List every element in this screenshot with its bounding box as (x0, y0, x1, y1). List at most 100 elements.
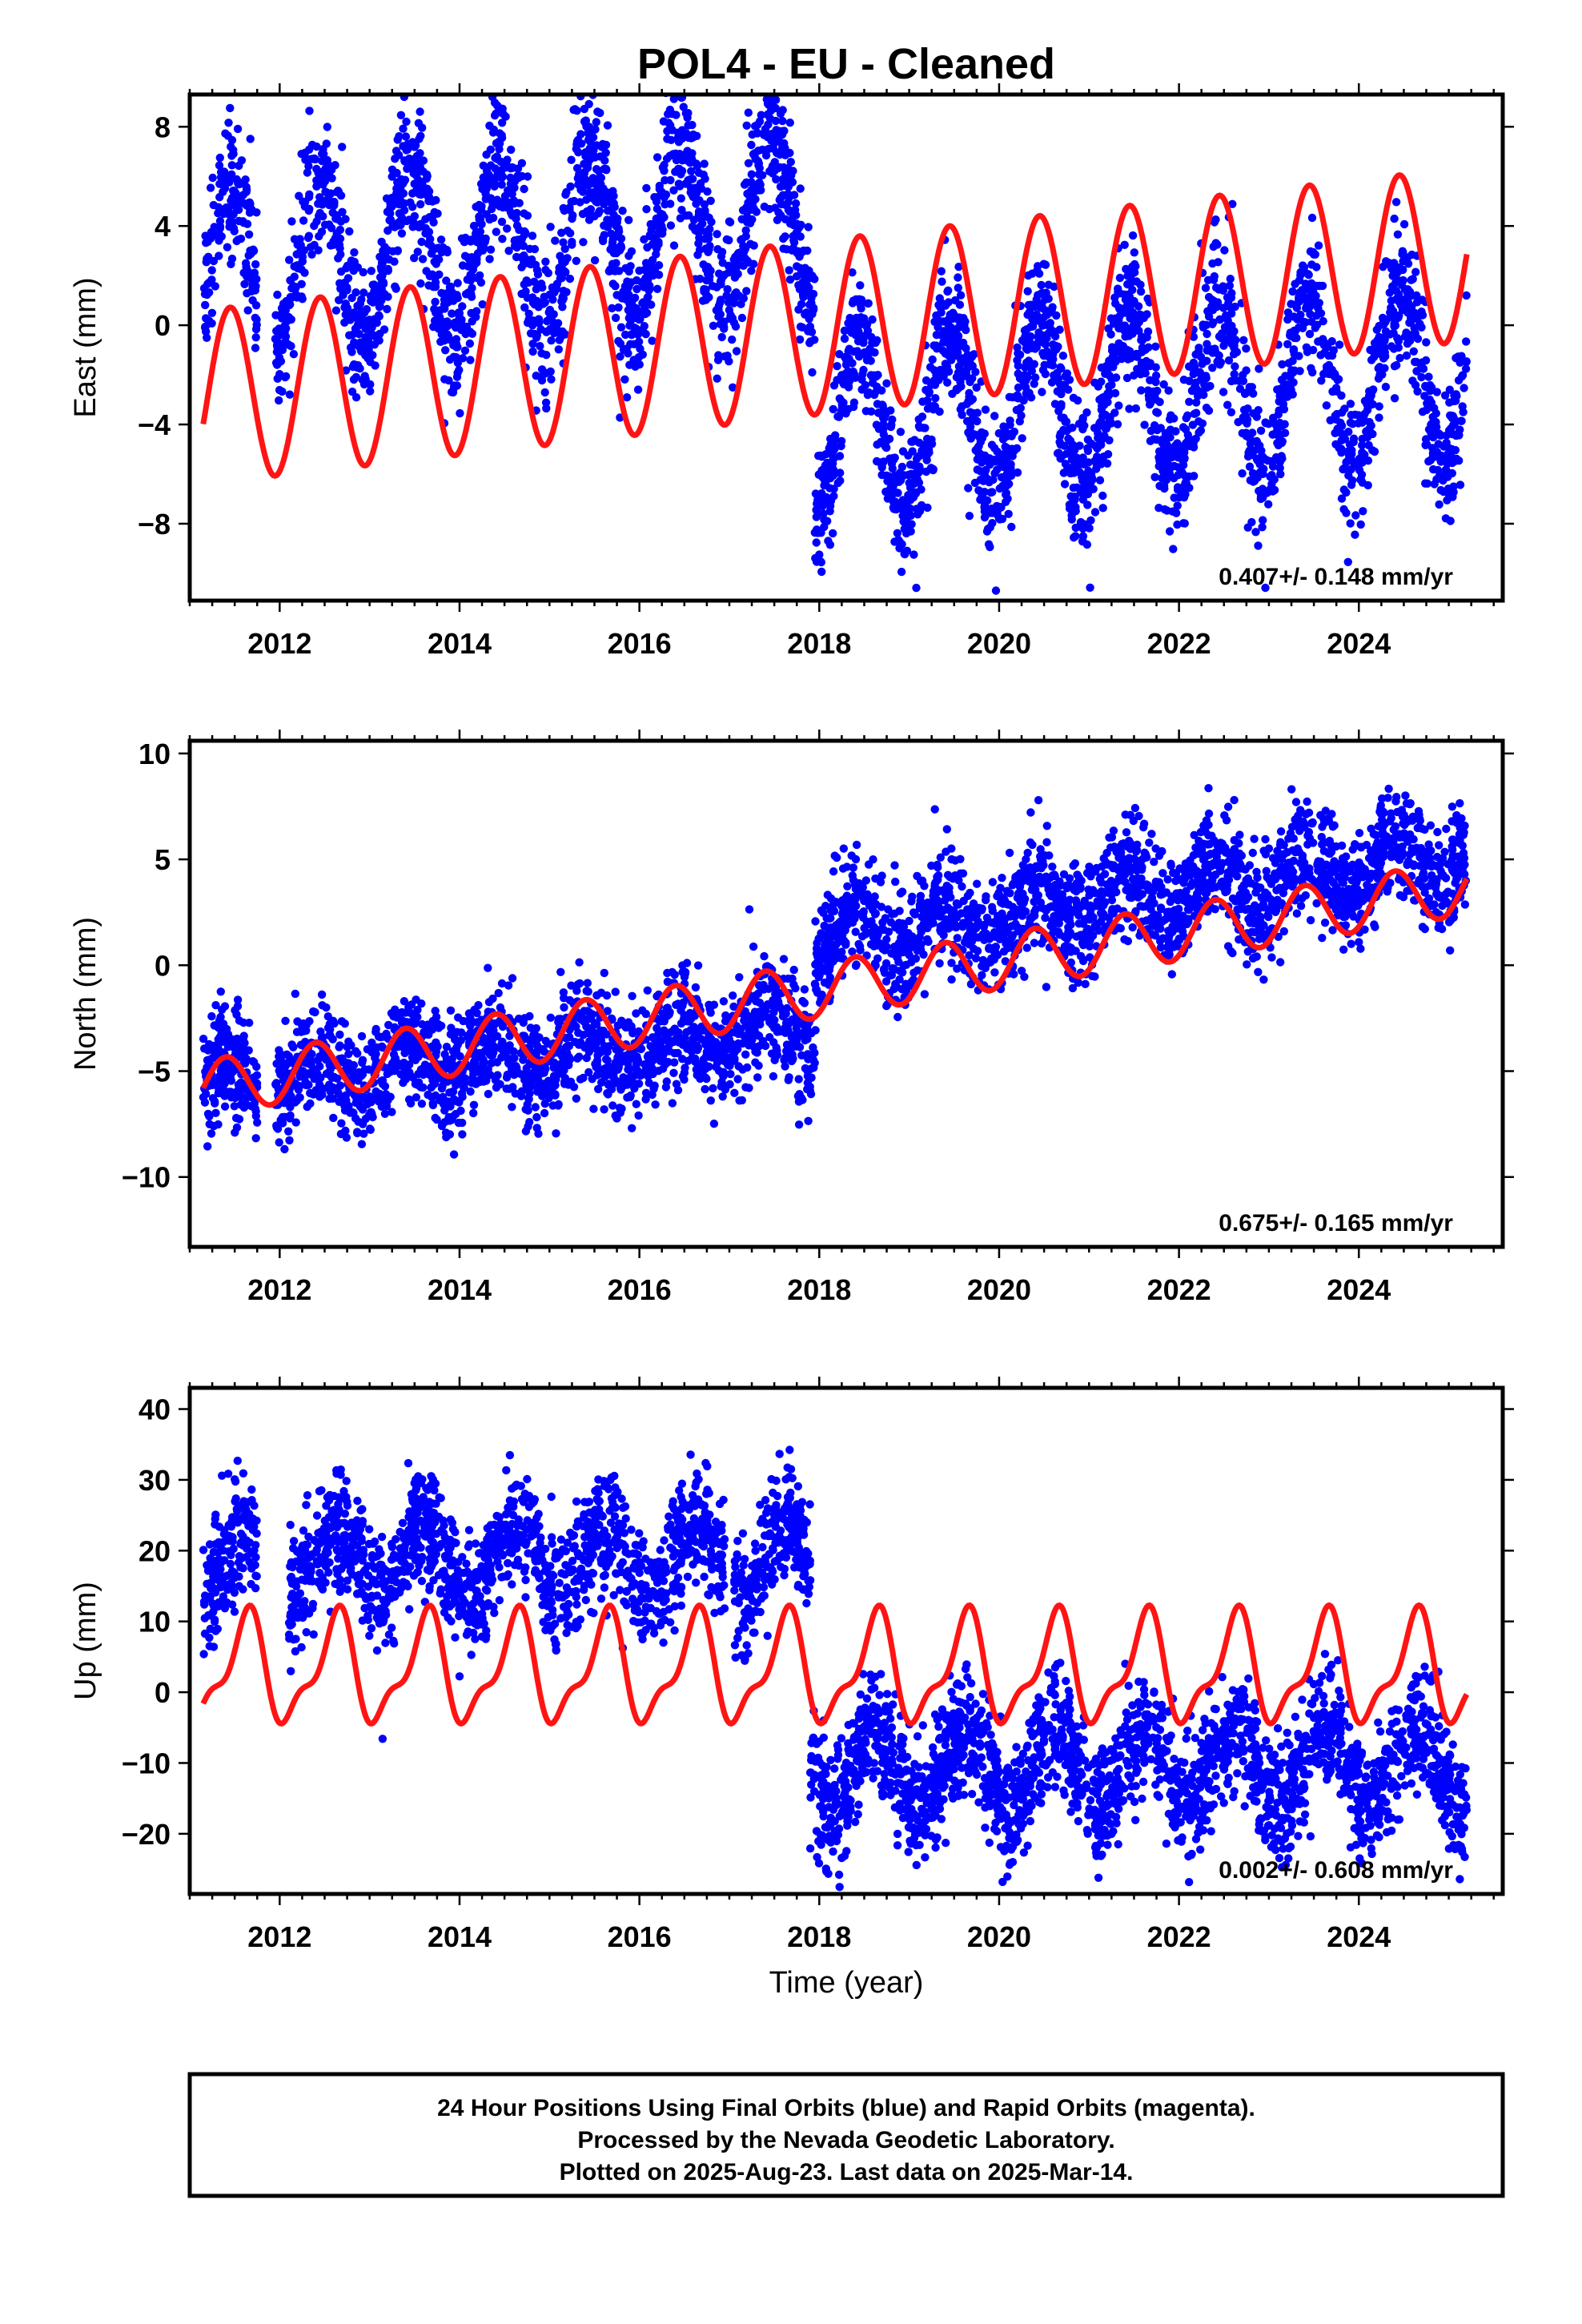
east-point (1289, 378, 1298, 387)
east-point (1254, 541, 1263, 550)
east-point (300, 268, 309, 277)
east-point (829, 485, 838, 493)
east-point (467, 308, 476, 318)
east-point (927, 404, 937, 413)
east-point (731, 289, 740, 298)
east-point (1105, 382, 1114, 391)
east-point (455, 365, 464, 375)
east-point (696, 275, 705, 283)
east-point (1343, 557, 1353, 566)
east-point (1225, 281, 1235, 290)
east-point (449, 383, 459, 392)
north-point (230, 1102, 239, 1111)
east-point (639, 328, 648, 336)
east-point (1058, 352, 1068, 360)
east-point (359, 267, 367, 277)
east-point (375, 329, 384, 338)
east-point (1245, 432, 1254, 440)
east-point (1407, 302, 1416, 311)
east-point (1314, 304, 1323, 313)
east-point (476, 278, 486, 287)
east-point (909, 550, 918, 559)
east-point (911, 489, 921, 498)
east-point (1105, 371, 1114, 380)
east-point (323, 188, 331, 197)
east-point (202, 314, 211, 323)
east-point (1255, 364, 1263, 373)
east-point (436, 235, 446, 244)
east-point (1174, 463, 1182, 472)
east-point (1302, 343, 1311, 352)
east-point (1012, 405, 1022, 415)
east-point (742, 121, 751, 130)
east-point (333, 215, 342, 223)
east-point (1288, 287, 1297, 296)
east-point (976, 437, 986, 446)
east-point (1128, 231, 1138, 240)
east-point (812, 505, 821, 514)
east-point (504, 247, 513, 255)
east-point (227, 161, 236, 170)
east-point (1159, 380, 1168, 389)
east-point (202, 327, 211, 336)
east-point (1168, 507, 1178, 516)
east-point (694, 239, 703, 248)
east-point (677, 194, 685, 203)
east-point (1389, 344, 1399, 353)
east-point (272, 348, 282, 356)
east-point (541, 257, 550, 266)
east-point (458, 302, 467, 311)
east-point (1001, 426, 1010, 435)
east-point (453, 279, 462, 287)
east-point (422, 267, 431, 275)
east-point (1015, 417, 1025, 426)
east-point (1208, 259, 1217, 268)
east-point (272, 340, 282, 350)
east-point (809, 289, 818, 299)
east-point (431, 283, 440, 292)
north-point (693, 961, 703, 970)
east-point (848, 268, 857, 277)
east-point (285, 255, 294, 264)
east-point (1253, 444, 1262, 454)
east-point (616, 323, 626, 332)
east-point (638, 350, 647, 359)
north-point (309, 1007, 318, 1016)
east-point (1393, 230, 1403, 239)
east-point (661, 175, 669, 185)
east-point (1037, 280, 1046, 290)
east-point (1169, 545, 1178, 553)
east-point (1114, 344, 1123, 353)
east-point (873, 382, 881, 392)
north-point (532, 1124, 541, 1132)
east-point (1256, 492, 1266, 501)
east-point (866, 407, 876, 416)
east-point (1228, 199, 1237, 208)
east-point (1086, 516, 1095, 525)
east-point (484, 171, 493, 179)
east-point (749, 150, 758, 159)
east-point (1363, 405, 1372, 415)
east-point (1412, 367, 1421, 376)
east-point (1435, 500, 1443, 509)
east-point (215, 153, 224, 163)
east-point (1216, 358, 1226, 367)
east-point (1230, 341, 1239, 350)
east-point (804, 223, 813, 231)
east-point (323, 123, 331, 131)
east-point (880, 414, 889, 423)
east-point (321, 164, 330, 173)
east-point (281, 337, 290, 346)
east-point (227, 193, 237, 203)
east-point (416, 279, 425, 288)
east-point (1279, 400, 1288, 408)
east-point (498, 119, 507, 127)
east-point (498, 235, 507, 243)
east-point (833, 412, 842, 421)
east-point (645, 300, 654, 309)
east-point (1121, 332, 1130, 341)
north-point (208, 1094, 218, 1103)
east-point (430, 257, 439, 266)
east-point (811, 489, 821, 498)
east-point (1351, 530, 1359, 539)
